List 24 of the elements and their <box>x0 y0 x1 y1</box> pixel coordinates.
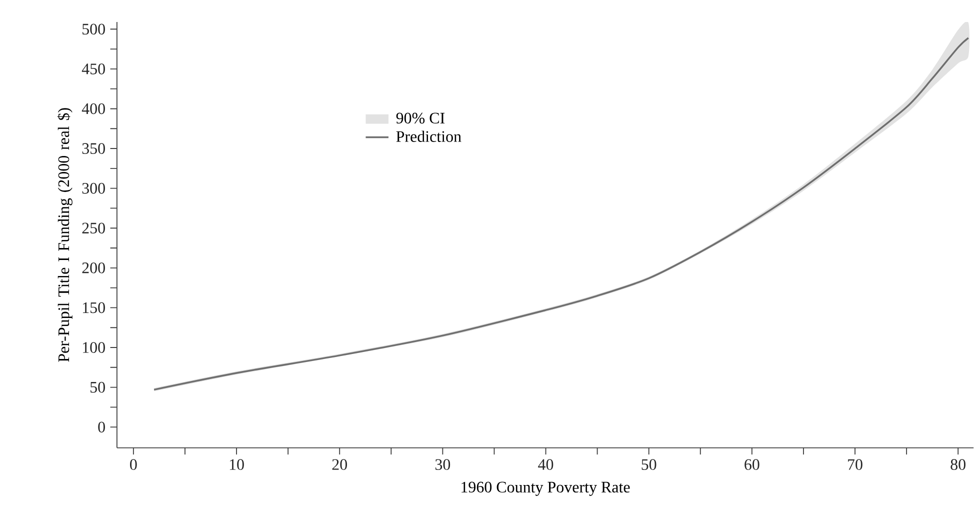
y-tick-label: 0 <box>98 422 105 433</box>
x-axis-title: 1960 County Poverty Rate <box>462 482 630 496</box>
x-tick-label: 0 <box>130 459 137 470</box>
x-tick-label: 80 <box>950 459 966 470</box>
x-tick-label: 70 <box>848 459 862 470</box>
y-tick-label: 400 <box>82 103 105 114</box>
y-tick-label: 250 <box>82 222 105 234</box>
x-tick-label: 60 <box>744 459 760 470</box>
y-tick-label: 100 <box>82 342 105 354</box>
x-tick-label: 50 <box>642 459 656 470</box>
legend-label: Prediction <box>396 130 462 142</box>
y-tick-label: 150 <box>82 302 105 314</box>
x-tick-label: 30 <box>435 459 450 470</box>
y-tick-label: 200 <box>82 262 105 274</box>
y-tick-label: 500 <box>82 24 105 35</box>
y-tick-label: 350 <box>82 143 105 154</box>
annotation: 90% CI <box>396 112 445 124</box>
y-axis-title: Per-Pupil Title I Funding (2000 real $) <box>57 108 72 362</box>
x-tick-label: 20 <box>332 459 347 470</box>
x-tick-label: 10 <box>230 459 244 470</box>
x-tick-label: 40 <box>538 459 554 470</box>
y-tick-label: 300 <box>82 183 105 194</box>
y-tick-label: 450 <box>82 64 105 74</box>
y-tick-label: 50 <box>90 382 105 393</box>
